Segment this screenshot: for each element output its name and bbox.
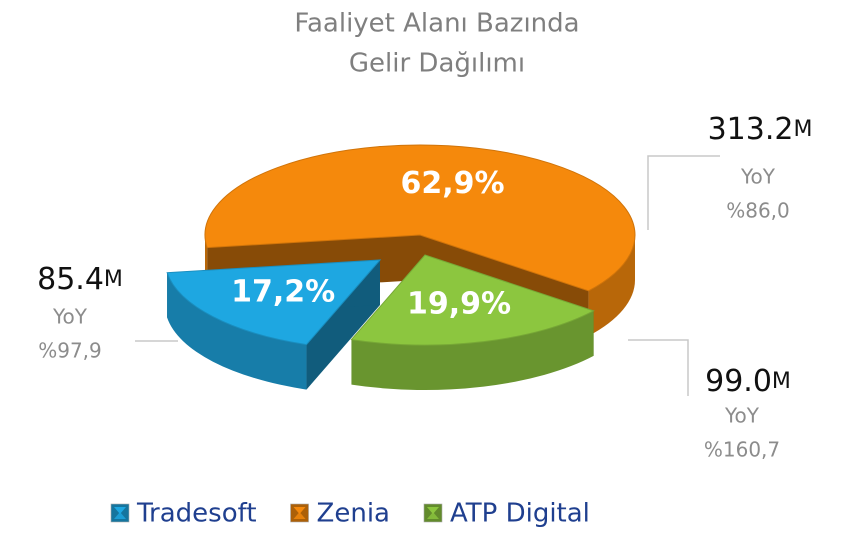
slice-top <box>350 254 595 346</box>
legend-swatch-inner <box>293 507 306 514</box>
legend-swatch-inner <box>293 512 306 519</box>
amount-label: 99.0M <box>705 364 791 399</box>
slice <box>166 259 382 390</box>
amount-label: 313.2M <box>708 112 813 147</box>
legend-swatch-inner <box>114 507 126 514</box>
slice-wall <box>351 310 594 390</box>
yoy-value: %160,7 <box>704 438 780 462</box>
leader-line <box>628 339 689 396</box>
yoy-value: %86,0 <box>726 199 790 223</box>
legend-swatch-inner <box>426 512 439 519</box>
slice-wall <box>167 272 307 390</box>
yoy-label: YoY <box>740 165 776 189</box>
data-label: 19,9% <box>407 287 511 322</box>
amount-number: 99.0 <box>705 364 772 399</box>
amount-number: 85.4 <box>37 262 104 297</box>
data-label: 17,2% <box>231 274 335 309</box>
slice-top <box>204 144 636 292</box>
legend-label: Tradesoft <box>136 499 257 529</box>
amount-label: 85.4M <box>37 262 123 297</box>
legend-swatch-inner <box>426 507 439 514</box>
chart-title: Faaliyet Alanı Bazında <box>294 9 579 39</box>
yoy-value: %97,9 <box>38 339 102 363</box>
amount-unit: M <box>104 267 123 292</box>
slice-top <box>166 259 382 346</box>
chart-title: Gelir Dağılımı <box>349 49 525 79</box>
yoy-label: YoY <box>724 404 760 428</box>
leader-line <box>647 155 720 230</box>
amount-unit: M <box>793 117 812 142</box>
legend-swatch-inner <box>114 512 126 519</box>
slice <box>350 254 595 390</box>
amount-unit: M <box>772 369 791 394</box>
amount-number: 313.2 <box>708 112 794 147</box>
legend-label: ATP Digital <box>450 499 590 529</box>
legend-label: Zenia <box>317 499 390 529</box>
data-label: 62,9% <box>401 166 505 201</box>
slice-wall <box>588 235 635 336</box>
yoy-label: YoY <box>52 305 88 329</box>
